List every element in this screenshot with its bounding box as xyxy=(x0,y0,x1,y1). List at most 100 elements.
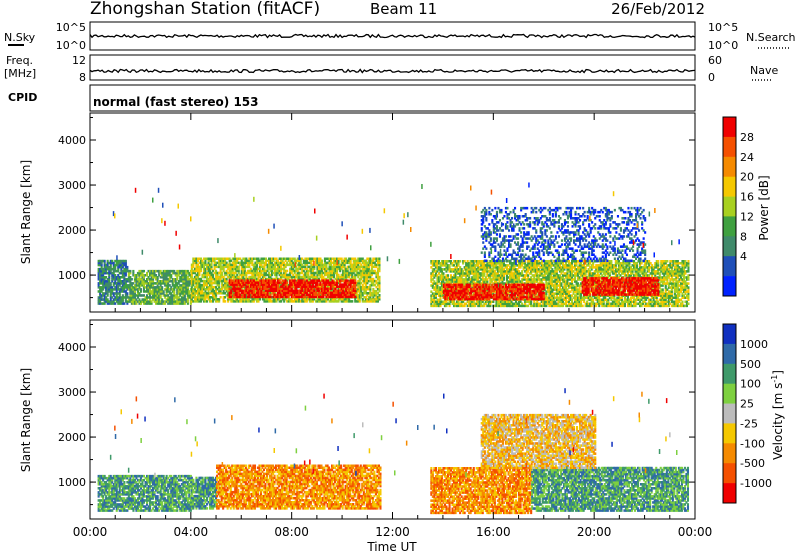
echo-cell xyxy=(198,279,201,283)
echo-cell xyxy=(236,289,239,293)
echo-cell xyxy=(437,288,441,291)
echo-cell xyxy=(138,298,141,301)
echo-cell xyxy=(345,300,348,303)
echo-cell xyxy=(237,281,240,284)
echo-cell xyxy=(493,280,496,283)
echo-cell xyxy=(448,266,451,269)
echo-cell xyxy=(261,281,265,284)
echo-cell xyxy=(240,283,243,287)
echo-cell xyxy=(440,262,444,265)
echo-cell xyxy=(228,265,231,269)
echo-cell xyxy=(183,271,186,275)
echo-cell xyxy=(161,276,164,279)
echo-cell xyxy=(248,300,251,303)
echo-cell xyxy=(298,275,301,279)
echo-cell xyxy=(227,292,230,295)
echo-cell xyxy=(333,265,336,269)
echo-cell xyxy=(212,300,215,303)
echo-cell xyxy=(189,302,192,305)
echo-cell xyxy=(431,274,434,277)
echo-cell xyxy=(477,270,480,273)
echo-cell xyxy=(103,265,106,269)
echo-cell xyxy=(263,265,266,269)
echo-cell xyxy=(167,300,170,303)
echo-cell xyxy=(219,277,222,281)
echo-cell xyxy=(193,277,197,281)
echo-cell xyxy=(155,274,158,277)
echo-cell xyxy=(322,285,325,289)
echo-cell xyxy=(363,263,366,267)
echo-cell xyxy=(316,269,319,273)
echo-cell xyxy=(454,266,457,269)
echo-cell xyxy=(237,287,240,291)
echo-cell xyxy=(471,300,474,304)
echo-cell xyxy=(246,269,249,273)
echo-cell xyxy=(268,287,271,291)
echo-cell xyxy=(224,296,227,299)
echo-cell xyxy=(118,259,121,263)
echo-cell xyxy=(430,298,433,302)
echo-cell xyxy=(174,286,177,289)
echo-cell xyxy=(301,298,304,301)
echo-cell xyxy=(378,275,381,279)
echo-cell xyxy=(182,269,185,273)
echo-cell xyxy=(182,280,185,283)
echo-cell xyxy=(159,280,162,283)
echo-cell xyxy=(323,298,327,301)
echo-cell xyxy=(183,284,186,287)
echo-cell xyxy=(459,270,462,273)
echo-cell xyxy=(325,295,328,299)
echo-cell xyxy=(209,287,212,291)
echo-cell xyxy=(310,279,313,282)
echo-cell xyxy=(436,260,439,263)
echo-cell xyxy=(333,257,336,261)
echo-cell xyxy=(274,287,277,291)
echo-cell xyxy=(317,257,321,261)
echo-cell xyxy=(434,296,438,300)
echo-cell xyxy=(357,271,360,275)
echo-cell xyxy=(524,264,527,267)
echo-cell xyxy=(272,295,275,299)
echo-cell xyxy=(222,296,225,299)
echo-cell xyxy=(215,275,218,279)
echo-cell xyxy=(287,300,290,303)
echo-cell xyxy=(99,286,102,289)
echo-cell xyxy=(483,272,486,275)
echo-cell xyxy=(320,269,324,273)
echo-cell xyxy=(188,278,191,281)
echo-cell xyxy=(307,289,310,293)
echo-cell xyxy=(258,287,262,291)
echo-cell xyxy=(510,272,513,275)
echo-cell xyxy=(345,287,348,291)
echo-cell xyxy=(304,283,307,286)
echo-cell xyxy=(496,302,500,306)
echo-cell xyxy=(481,266,484,269)
echo-cell xyxy=(260,293,263,297)
echo-cell xyxy=(369,298,372,301)
echo-cell xyxy=(296,300,299,303)
echo-cell xyxy=(180,278,183,281)
echo-cell xyxy=(361,287,364,291)
station-title: Zhongshan Station (fitACF) xyxy=(90,0,320,19)
echo-cell xyxy=(339,287,342,291)
echo-cell xyxy=(146,286,149,289)
echo-cell xyxy=(162,271,165,275)
echo-cell xyxy=(504,270,507,273)
echo-cell xyxy=(251,295,254,299)
echo-cell xyxy=(196,265,200,269)
echo-cell xyxy=(360,296,363,299)
echo-cell xyxy=(167,298,170,301)
echo-cell xyxy=(521,278,524,281)
echo-cell xyxy=(274,293,277,297)
echo-cell xyxy=(430,266,433,269)
echo-cell xyxy=(372,269,375,273)
echo-cell xyxy=(484,276,487,279)
echo-cell xyxy=(152,294,155,297)
echo-cell xyxy=(333,291,336,295)
echo-cell xyxy=(158,271,161,275)
echo-cell xyxy=(224,285,227,289)
echo-cell xyxy=(305,271,308,275)
echo-cell xyxy=(260,279,263,282)
echo-cell xyxy=(372,281,375,285)
echo-cell xyxy=(354,261,357,265)
